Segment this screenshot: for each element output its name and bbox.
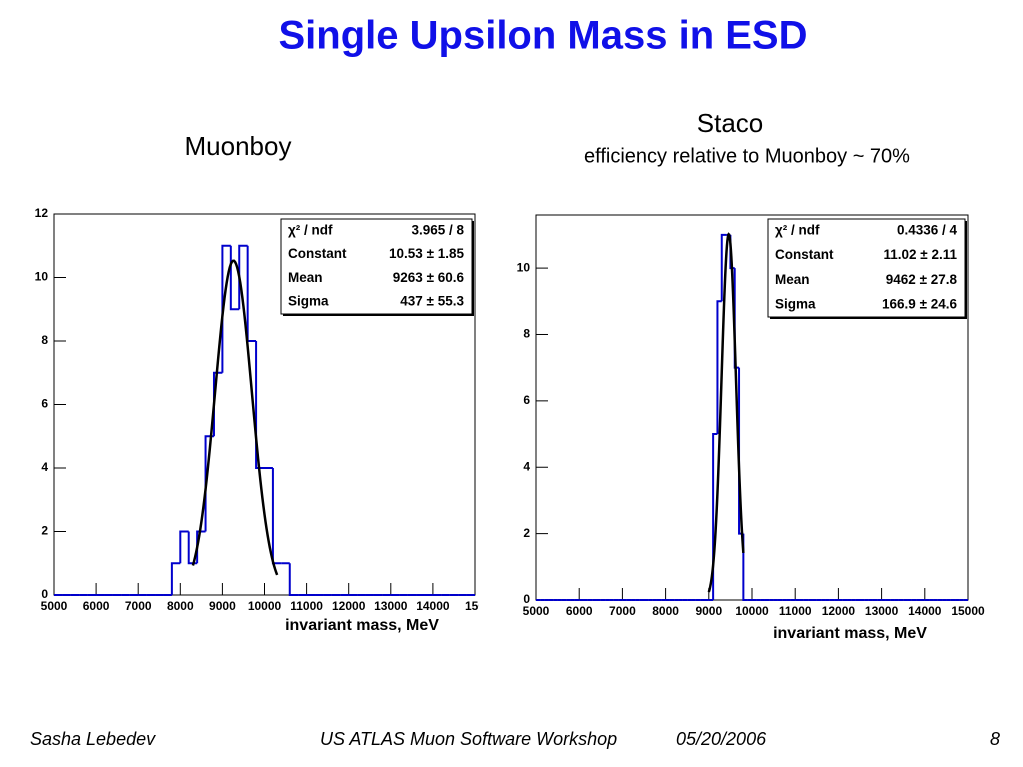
stats-name: Sigma	[775, 297, 816, 312]
stats-value: 11.02 ± 2.11	[884, 247, 958, 262]
footer-event: US ATLAS Muon Software Workshop	[320, 729, 617, 749]
y-tick-label: 8	[41, 333, 48, 347]
stats-box	[280, 218, 473, 315]
x-tick-label: 11000	[290, 599, 323, 613]
histogram-bin	[742, 533, 748, 601]
x-tick-label: 5000	[41, 599, 68, 613]
stats-box	[767, 218, 966, 318]
x-tick-label: 7000	[125, 599, 152, 613]
x-axis-label: invariant mass, MeV	[285, 617, 439, 634]
y-tick-label: 4	[41, 460, 48, 474]
y-tick-label: 0	[41, 587, 48, 601]
y-tick-label: 4	[523, 459, 530, 473]
y-tick-label: 2	[523, 526, 530, 540]
stats-value: 437 ± 55.3	[400, 294, 464, 309]
y-tick-label: 0	[523, 592, 530, 606]
x-tick-label: 15000	[951, 604, 985, 618]
y-tick-label: 10	[517, 260, 531, 274]
histogram-bin	[255, 341, 265, 469]
x-tick-label: 10000	[735, 604, 769, 618]
chart-title: Staco	[697, 108, 764, 138]
footer-page: 8	[990, 729, 1000, 749]
y-tick-label: 6	[41, 397, 48, 411]
x-tick-label: 6000	[83, 599, 110, 613]
histogram-bin	[221, 244, 231, 373]
footer-author: Sasha Lebedev	[30, 729, 156, 749]
y-tick-label: 2	[41, 524, 48, 538]
histogram-bin	[238, 244, 248, 310]
x-tick-label: 12000	[332, 599, 366, 613]
histogram-bin	[720, 233, 727, 302]
x-tick-label: 7000	[609, 604, 636, 618]
histogram-bin	[179, 530, 189, 564]
stats-value: 9263 ± 60.6	[393, 270, 465, 285]
slide-title: Single Upsilon Mass in ESD	[279, 14, 808, 58]
histogram-bin	[288, 563, 299, 596]
chart-subtitle: efficiency relative to Muonboy ~ 70%	[584, 145, 910, 167]
x-tick-label: 150	[465, 599, 485, 613]
stats-name: Mean	[288, 270, 323, 285]
x-tick-label: 13000	[374, 599, 408, 613]
stats-name: χ² / ndf	[775, 223, 820, 238]
x-tick-label: 14000	[908, 604, 942, 618]
stats-name: χ² / ndf	[288, 223, 333, 238]
chart-title: Muonboy	[185, 131, 292, 161]
fit-curve	[707, 232, 745, 593]
x-tick-label: 8000	[652, 604, 679, 618]
stats-value: 3.965 / 8	[411, 223, 464, 238]
y-tick-label: 10	[35, 270, 49, 284]
histogram-bin	[170, 562, 181, 595]
x-tick-label: 6000	[566, 604, 593, 618]
stats-value: 10.53 ± 1.85	[389, 246, 464, 261]
stats-name: Mean	[775, 272, 810, 287]
fit-curve	[191, 259, 279, 576]
stats-name: Sigma	[288, 294, 329, 309]
x-tick-label: 9000	[209, 599, 236, 613]
x-tick-label: 14000	[416, 599, 450, 613]
x-axis-label: invariant mass, MeV	[773, 625, 927, 642]
x-tick-label: 11000	[779, 604, 812, 618]
x-tick-label: 5000	[523, 604, 550, 618]
stats-value: 9462 ± 27.8	[886, 272, 958, 287]
x-tick-label: 10000	[248, 599, 282, 613]
footer-date: 05/20/2006	[676, 729, 767, 749]
histogram-bin	[716, 300, 722, 435]
stats-name: Constant	[775, 247, 834, 262]
stats-name: Constant	[288, 246, 347, 261]
stats-value: 166.9 ± 24.6	[882, 297, 957, 312]
y-tick-label: 6	[523, 393, 530, 407]
histogram-bin	[712, 433, 718, 600]
x-tick-label: 13000	[865, 604, 899, 618]
stats-value: 0.4336 / 4	[897, 223, 958, 238]
x-tick-label: 8000	[167, 599, 194, 613]
x-tick-label: 9000	[695, 604, 722, 618]
y-tick-label: 8	[523, 327, 530, 341]
x-tick-label: 12000	[822, 604, 856, 618]
y-tick-label: 12	[35, 206, 49, 220]
